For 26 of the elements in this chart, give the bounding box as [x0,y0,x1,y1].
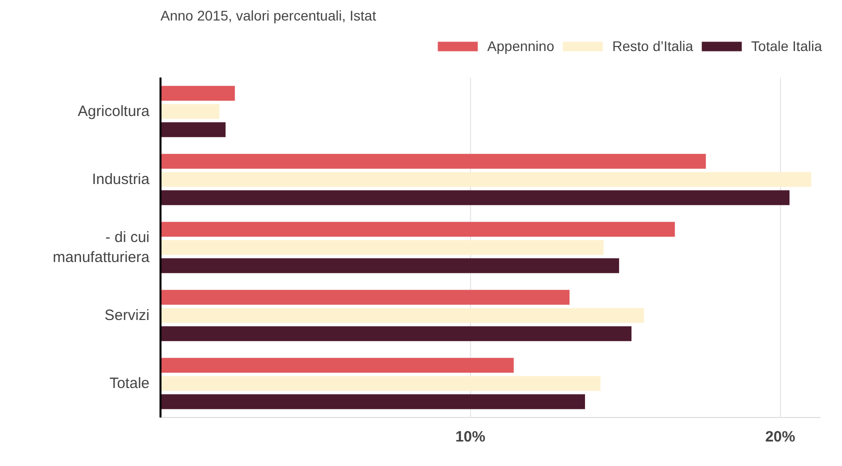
bar [160,154,706,169]
bar [160,258,620,274]
legend-label: Totale Italia [751,38,822,54]
bar [160,394,586,410]
legend-label: Resto d’Italia [612,38,694,54]
bar [160,122,226,138]
x-tick-label: 20% [765,428,796,446]
y-tick-label: Industria [92,171,150,188]
bar [160,376,600,391]
legend-label: Appennino [487,38,554,54]
y-tick-label: - di cui manufatturiera [52,228,150,266]
bar [160,104,220,119]
bar [160,358,514,373]
bar [160,86,235,101]
y-tick-label: Agricoltura [78,103,150,120]
chart-subtitle: Anno 2015, valori percentuali, Istat [160,8,376,24]
bar [160,290,570,305]
bar [160,240,604,255]
bar [160,308,644,323]
bar [160,190,790,206]
x-tick-label: 10% [455,428,486,446]
bar [160,222,675,237]
y-tick-label: Servizi [104,307,150,324]
bar [160,172,812,187]
bar [160,326,632,342]
y-tick-label: Totale [109,375,150,392]
